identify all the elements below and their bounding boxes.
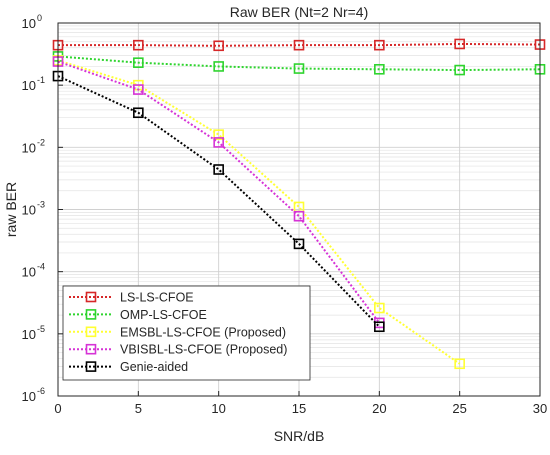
legend-label: LS-LS-CFOE — [120, 291, 194, 305]
y-tick-label: 10 — [22, 78, 36, 93]
data-point — [293, 210, 305, 222]
data-point — [374, 39, 385, 51]
y-tick-exponent: 0 — [37, 13, 42, 23]
data-point — [293, 39, 305, 51]
series-line — [58, 42, 541, 47]
data-point — [213, 61, 224, 72]
data-point — [454, 64, 465, 76]
series-line — [57, 60, 381, 324]
x-tick-label: 10 — [211, 401, 225, 416]
y-tick-label: 10 — [22, 327, 36, 342]
x-tick-label: 5 — [135, 401, 142, 416]
y-tick-label: 10 — [22, 389, 36, 404]
data-point — [133, 107, 144, 119]
legend-item: Genie-aided — [69, 360, 188, 374]
y-tick-label: 10 — [22, 16, 36, 31]
x-tick-label: 25 — [452, 401, 466, 416]
y-tick-exponent: -6 — [37, 386, 45, 396]
y-tick-exponent: -1 — [37, 75, 45, 85]
x-axis-label: SNR/dB — [274, 428, 325, 444]
legend-item: OMP-LS-CFOE — [69, 308, 207, 322]
y-tick-exponent: -2 — [37, 137, 45, 147]
legend-item: EMSBL-LS-CFOE (Proposed) — [69, 325, 286, 339]
x-tick-label: 30 — [533, 401, 547, 416]
data-point — [293, 63, 305, 74]
data-point — [213, 137, 224, 148]
data-point — [374, 321, 385, 333]
series-line — [57, 59, 461, 365]
data-point — [133, 57, 144, 68]
y-tick-exponent: -3 — [37, 200, 45, 210]
legend-label: Genie-aided — [120, 360, 188, 374]
legend-item: VBISBL-LS-CFOE (Proposed) — [69, 343, 287, 357]
legend-box — [62, 285, 311, 381]
y-tick-exponent: -5 — [37, 324, 45, 334]
legend-swatch-marker — [85, 361, 97, 372]
x-tick-label: 20 — [372, 401, 386, 416]
legend-swatch-marker — [85, 343, 97, 355]
data-point — [213, 164, 224, 175]
data-point — [133, 84, 144, 95]
data-point — [213, 40, 224, 52]
legend-item: LS-LS-CFOE — [69, 291, 194, 305]
chart-title: Raw BER (Nt=2 Nr=4) — [230, 4, 368, 20]
x-tick-label: 0 — [54, 401, 61, 416]
data-point — [454, 38, 465, 50]
data-point — [374, 302, 385, 314]
legend-label: VBISBL-LS-CFOE (Proposed) — [120, 343, 287, 357]
legend-swatch-marker — [85, 326, 97, 338]
y-tick-label: 10 — [22, 203, 36, 218]
y-tick-exponent: -4 — [37, 262, 45, 272]
data-point — [133, 39, 144, 51]
legend-label: EMSBL-LS-CFOE (Proposed) — [120, 325, 286, 339]
legend-swatch-marker — [85, 291, 97, 303]
y-axis-label: raw BER — [3, 182, 19, 237]
x-tick-label: 15 — [292, 401, 306, 416]
y-tick-label: 10 — [22, 265, 36, 280]
data-point — [213, 129, 224, 140]
series-line — [57, 55, 541, 72]
legend: LS-LS-CFOE OMP-LS-CFOE EMSBL-LS-CFOE (Prop… — [62, 285, 311, 381]
legend-label: OMP-LS-CFOE — [120, 308, 207, 322]
data-point — [454, 358, 465, 370]
data-point — [293, 238, 305, 250]
data-point — [374, 63, 385, 75]
y-tick-label: 10 — [22, 140, 36, 155]
legend-swatch-marker — [85, 309, 97, 320]
